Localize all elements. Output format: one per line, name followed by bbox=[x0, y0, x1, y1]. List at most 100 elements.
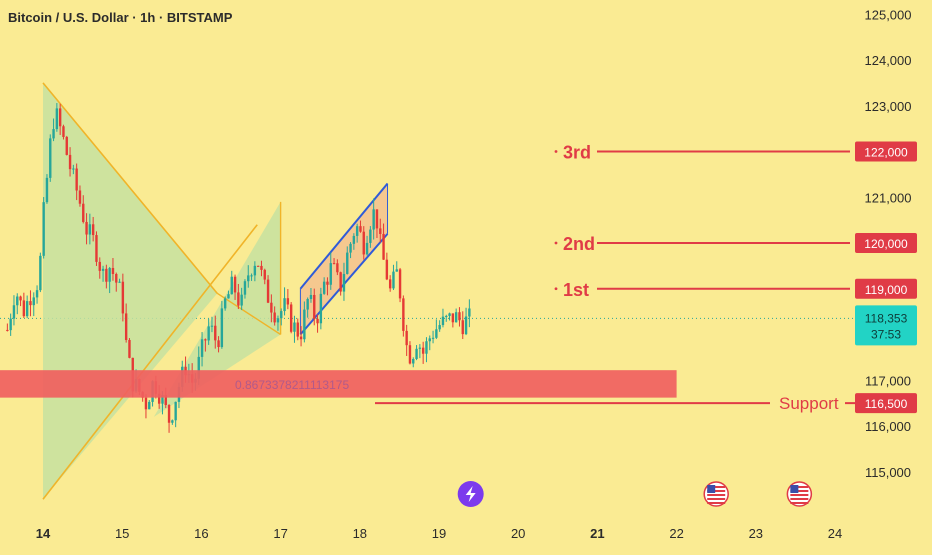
candle-body bbox=[392, 271, 395, 289]
candle-body bbox=[346, 252, 349, 274]
candle-body bbox=[220, 308, 224, 348]
candle-body bbox=[326, 281, 329, 285]
current-price-badge bbox=[855, 305, 917, 346]
candle-body bbox=[322, 281, 326, 294]
candle-body bbox=[461, 320, 464, 335]
candle-body bbox=[339, 272, 342, 292]
y-tick-label: 115,000 bbox=[865, 465, 911, 480]
candle-body bbox=[19, 296, 22, 301]
us-flag-stripe bbox=[790, 502, 809, 504]
candle-body bbox=[157, 393, 161, 404]
candle-body bbox=[464, 316, 468, 335]
candle-body bbox=[52, 129, 55, 139]
us-flag-stripe bbox=[790, 486, 809, 488]
candle-body bbox=[108, 267, 111, 282]
candle-body bbox=[260, 265, 263, 270]
x-tick-label: 18 bbox=[353, 526, 367, 541]
candle-body bbox=[342, 273, 346, 292]
candle-body bbox=[95, 235, 98, 262]
candle-body bbox=[405, 330, 408, 346]
candle-body bbox=[144, 397, 148, 410]
candle-body bbox=[223, 298, 227, 309]
candle-body bbox=[273, 312, 276, 323]
candle-body bbox=[174, 401, 177, 421]
price-badge bbox=[855, 141, 917, 162]
candle-body bbox=[402, 298, 405, 331]
us-flag-stripe bbox=[707, 486, 726, 488]
support-zone-label: 0.8673378211113175 bbox=[235, 378, 349, 392]
triangle-left-lower-edge bbox=[42, 224, 258, 500]
candle-body bbox=[266, 279, 270, 303]
candle-body bbox=[359, 226, 362, 232]
candle-body bbox=[303, 309, 306, 340]
candle-body bbox=[207, 326, 210, 341]
candle-body bbox=[161, 394, 164, 404]
candle-body bbox=[425, 341, 428, 354]
candle-body bbox=[398, 269, 402, 299]
level-label-2nd: 2nd bbox=[563, 234, 595, 254]
candle-body bbox=[382, 233, 385, 260]
candle-body bbox=[253, 265, 257, 276]
candle-body bbox=[32, 297, 35, 306]
candle-body bbox=[270, 302, 273, 313]
candle-body bbox=[68, 154, 72, 170]
candle-body bbox=[468, 308, 471, 317]
candle-body bbox=[438, 325, 441, 330]
candle-body bbox=[65, 136, 68, 155]
candle-body bbox=[49, 138, 52, 178]
candle-body bbox=[167, 405, 171, 423]
candle-body bbox=[448, 313, 451, 316]
us-flag-canton bbox=[790, 485, 799, 493]
candle-body bbox=[379, 228, 382, 234]
candle-body bbox=[45, 177, 49, 203]
candle-body bbox=[85, 221, 88, 235]
triangle-right-fill bbox=[153, 201, 281, 417]
candle-body bbox=[55, 108, 59, 130]
candle-body bbox=[332, 263, 336, 265]
price-badge bbox=[855, 233, 917, 253]
price-badge bbox=[855, 393, 917, 414]
candle-body bbox=[388, 279, 392, 289]
us-flag-stripe bbox=[707, 494, 726, 496]
candle-body bbox=[200, 339, 204, 357]
x-tick-label: 17 bbox=[273, 526, 287, 541]
candle-body bbox=[204, 339, 207, 341]
candle-body bbox=[451, 313, 455, 323]
candle-body bbox=[91, 224, 95, 236]
candle-body bbox=[58, 108, 62, 127]
candle-body bbox=[441, 316, 445, 326]
y-tick-label: 123,000 bbox=[865, 99, 912, 114]
price-badge-text: 122,000 bbox=[864, 146, 908, 160]
x-tick-label: 19 bbox=[432, 526, 446, 541]
candle-body bbox=[283, 298, 286, 312]
candle-body bbox=[124, 313, 128, 340]
current-price-countdown: 37:53 bbox=[871, 327, 901, 341]
candle-body bbox=[227, 294, 230, 299]
channel-upper-line bbox=[299, 182, 389, 290]
candle-body bbox=[306, 298, 309, 310]
y-tick-label: 124,000 bbox=[865, 53, 912, 68]
candle-body bbox=[214, 325, 217, 341]
us-flag-stripe bbox=[707, 490, 726, 492]
current-price-value: 118,353 bbox=[865, 311, 908, 325]
candle-body bbox=[197, 356, 200, 379]
candle-body bbox=[385, 259, 389, 280]
candle-body bbox=[210, 325, 214, 327]
triangle-left-upper-edge bbox=[42, 82, 218, 294]
x-tick-label: 22 bbox=[669, 526, 683, 541]
candle-body bbox=[408, 345, 412, 364]
candle-body bbox=[240, 294, 243, 306]
us-flag-stripe bbox=[790, 498, 809, 500]
candle-body bbox=[293, 322, 296, 332]
candle-body bbox=[101, 268, 105, 271]
candle-body bbox=[375, 209, 379, 229]
candle-body bbox=[349, 243, 352, 253]
candle-body bbox=[105, 268, 108, 282]
candle-body bbox=[118, 281, 121, 283]
candle-body bbox=[217, 340, 220, 348]
candle-body bbox=[329, 263, 332, 285]
y-tick-label: 125,000 bbox=[865, 7, 912, 22]
y-tick-label: 117,000 bbox=[865, 373, 911, 388]
candle-body bbox=[418, 347, 422, 349]
